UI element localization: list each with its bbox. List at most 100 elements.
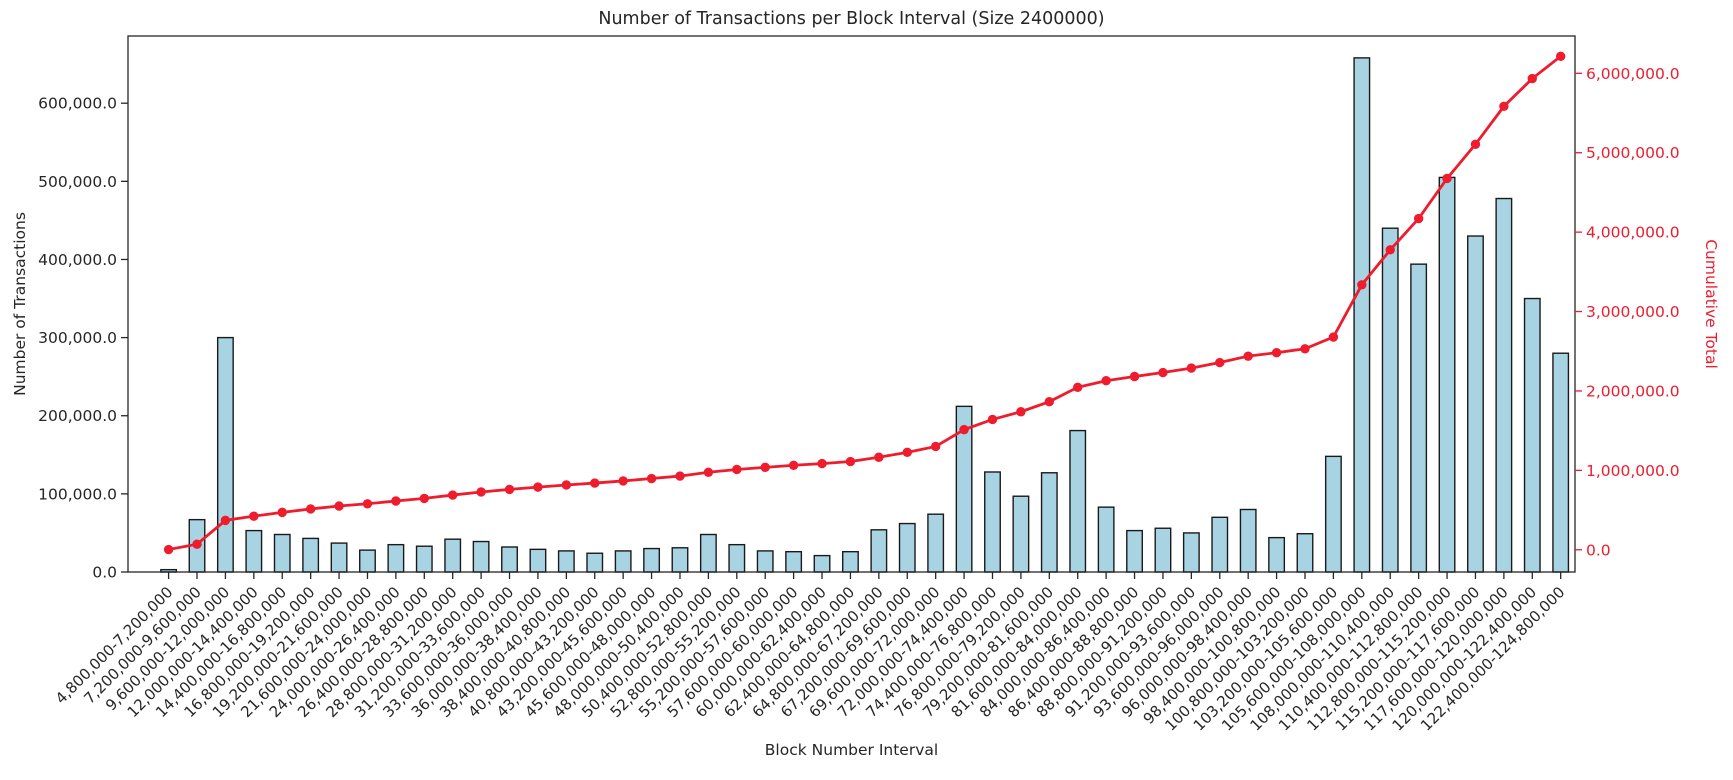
cumulative-point bbox=[1129, 371, 1140, 382]
cumulative-point bbox=[902, 447, 912, 458]
cumulative-point bbox=[1044, 396, 1055, 407]
right-tick-label: 3,000,000.0 bbox=[1586, 303, 1680, 321]
cumulative-point bbox=[1300, 344, 1310, 354]
bar bbox=[813, 554, 831, 573]
bar bbox=[841, 550, 859, 573]
cumulative-point bbox=[220, 515, 231, 526]
bar bbox=[1154, 527, 1172, 573]
cumulative-point bbox=[732, 464, 742, 475]
plot-frame bbox=[127, 35, 1576, 573]
cumulative-point bbox=[987, 414, 998, 425]
bar bbox=[1069, 429, 1087, 573]
cumulative-point bbox=[249, 511, 259, 521]
cumulative-point bbox=[1499, 101, 1509, 112]
bar bbox=[1552, 352, 1570, 573]
bar bbox=[1182, 532, 1200, 573]
cumulative-point bbox=[163, 544, 174, 555]
bar bbox=[984, 471, 1001, 573]
bar bbox=[415, 545, 433, 573]
cumulative-point bbox=[590, 478, 600, 488]
bar bbox=[898, 522, 916, 573]
right-tick-label: 6,000,000.0 bbox=[1586, 65, 1680, 83]
cumulative-point bbox=[277, 507, 287, 518]
cumulative-point bbox=[874, 452, 884, 462]
cumulative-point bbox=[1357, 280, 1367, 290]
left-tick-label: 500,000.0 bbox=[38, 173, 117, 191]
chart-title: Number of Transactions per Block Interva… bbox=[598, 9, 1104, 29]
cumulative-point bbox=[646, 473, 657, 484]
cumulative-point bbox=[1186, 363, 1197, 373]
left-tick-label: 0.0 bbox=[92, 564, 117, 582]
cumulative-point bbox=[561, 480, 572, 490]
cumulative-point bbox=[1470, 139, 1481, 150]
bar bbox=[1268, 536, 1286, 573]
bar bbox=[586, 552, 604, 573]
bar bbox=[359, 549, 376, 573]
bar bbox=[614, 550, 632, 573]
bar bbox=[245, 529, 263, 573]
cumulative-point bbox=[959, 424, 969, 435]
cumulative-point bbox=[1016, 407, 1026, 417]
cumulative-point bbox=[817, 458, 827, 469]
bar bbox=[472, 540, 490, 573]
cumulative-point bbox=[391, 496, 401, 506]
left-tick-label: 200,000.0 bbox=[38, 407, 117, 425]
cumulative-point bbox=[1413, 213, 1424, 224]
cumulative-point bbox=[618, 476, 628, 486]
left-tick-label: 600,000.0 bbox=[38, 95, 117, 113]
bar bbox=[387, 543, 405, 573]
bar bbox=[870, 529, 888, 573]
bar bbox=[1438, 176, 1456, 573]
cumulative-point bbox=[334, 501, 344, 511]
bar bbox=[1324, 455, 1342, 573]
cumulative-point bbox=[675, 471, 685, 481]
bar bbox=[501, 546, 518, 573]
bar bbox=[444, 538, 462, 573]
cumulative-point bbox=[419, 493, 429, 504]
cumulative-point bbox=[1243, 351, 1253, 361]
bar bbox=[643, 547, 661, 573]
cumulative-point bbox=[1442, 173, 1452, 184]
bar bbox=[927, 513, 945, 573]
bar bbox=[699, 533, 717, 573]
bar bbox=[529, 548, 547, 573]
bar bbox=[1523, 297, 1541, 573]
bar bbox=[1353, 57, 1371, 573]
right-tick-label: 2,000,000.0 bbox=[1586, 382, 1680, 400]
cumulative-point bbox=[362, 499, 373, 509]
cumulative-point bbox=[476, 487, 486, 497]
bar bbox=[302, 537, 320, 573]
cumulative-point bbox=[1527, 73, 1537, 84]
left-tick-label: 100,000.0 bbox=[38, 485, 117, 503]
bar bbox=[1097, 506, 1115, 573]
bar bbox=[728, 543, 746, 573]
cumulative-point bbox=[1215, 357, 1225, 368]
y-axis-label-right: Cumulative Total bbox=[1702, 239, 1720, 369]
bar bbox=[1040, 472, 1058, 573]
cumulative-point bbox=[1385, 245, 1395, 255]
bar bbox=[330, 542, 348, 573]
bar bbox=[1381, 227, 1399, 573]
bar bbox=[216, 336, 234, 573]
left-tick-label: 400,000.0 bbox=[38, 251, 117, 269]
cumulative-point bbox=[930, 441, 941, 452]
bar bbox=[557, 550, 575, 573]
cumulative-point bbox=[788, 460, 799, 470]
x-axis-label: Block Number Interval bbox=[765, 741, 938, 759]
cumulative-point bbox=[448, 490, 458, 500]
cumulative-point bbox=[1328, 332, 1339, 342]
bar bbox=[1211, 516, 1229, 573]
right-tick-label: 5,000,000.0 bbox=[1586, 144, 1680, 162]
cumulative-point bbox=[845, 456, 856, 467]
bar bbox=[1410, 263, 1428, 573]
cumulative-point bbox=[533, 482, 543, 492]
bar bbox=[273, 533, 291, 573]
y-axis-label-left: Number of Transactions bbox=[11, 212, 29, 396]
right-tick-label: 0.0 bbox=[1586, 541, 1611, 559]
bar bbox=[756, 550, 774, 573]
bar bbox=[785, 550, 803, 573]
cumulative-point bbox=[1073, 382, 1083, 392]
cumulative-point bbox=[1158, 367, 1168, 378]
